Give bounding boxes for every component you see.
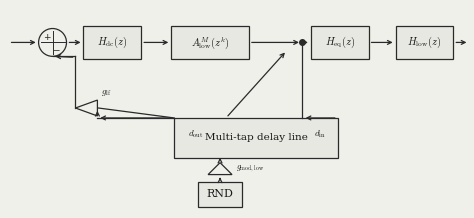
FancyBboxPatch shape (174, 118, 337, 158)
FancyBboxPatch shape (171, 26, 249, 59)
Text: $A_{\mathrm{low}}^{M}(z^{k})$: $A_{\mathrm{low}}^{M}(z^{k})$ (191, 34, 229, 51)
FancyBboxPatch shape (311, 26, 369, 59)
Text: Multi-tap delay line: Multi-tap delay line (204, 133, 307, 142)
Text: $d_{\mathrm{out}}$: $d_{\mathrm{out}}$ (188, 129, 204, 140)
FancyBboxPatch shape (395, 26, 453, 59)
Text: $H_{\mathrm{dc}}(z)$: $H_{\mathrm{dc}}(z)$ (97, 35, 128, 50)
FancyBboxPatch shape (198, 182, 242, 207)
Text: $H_{\mathrm{eq}}(z)$: $H_{\mathrm{eq}}(z)$ (325, 35, 355, 50)
Text: $H_{\mathrm{low}}(z)$: $H_{\mathrm{low}}(z)$ (407, 35, 441, 50)
Text: +: + (43, 33, 50, 42)
Text: $-$: $-$ (52, 44, 61, 53)
Text: $g_{\mathrm{lf}}$: $g_{\mathrm{lf}}$ (101, 88, 112, 98)
Text: $d_{\mathrm{in}}$: $d_{\mathrm{in}}$ (314, 129, 326, 140)
Text: $g_{\mathrm{mod,low}}$: $g_{\mathrm{mod,low}}$ (236, 163, 264, 174)
FancyBboxPatch shape (83, 26, 141, 59)
Text: RND: RND (207, 189, 234, 199)
